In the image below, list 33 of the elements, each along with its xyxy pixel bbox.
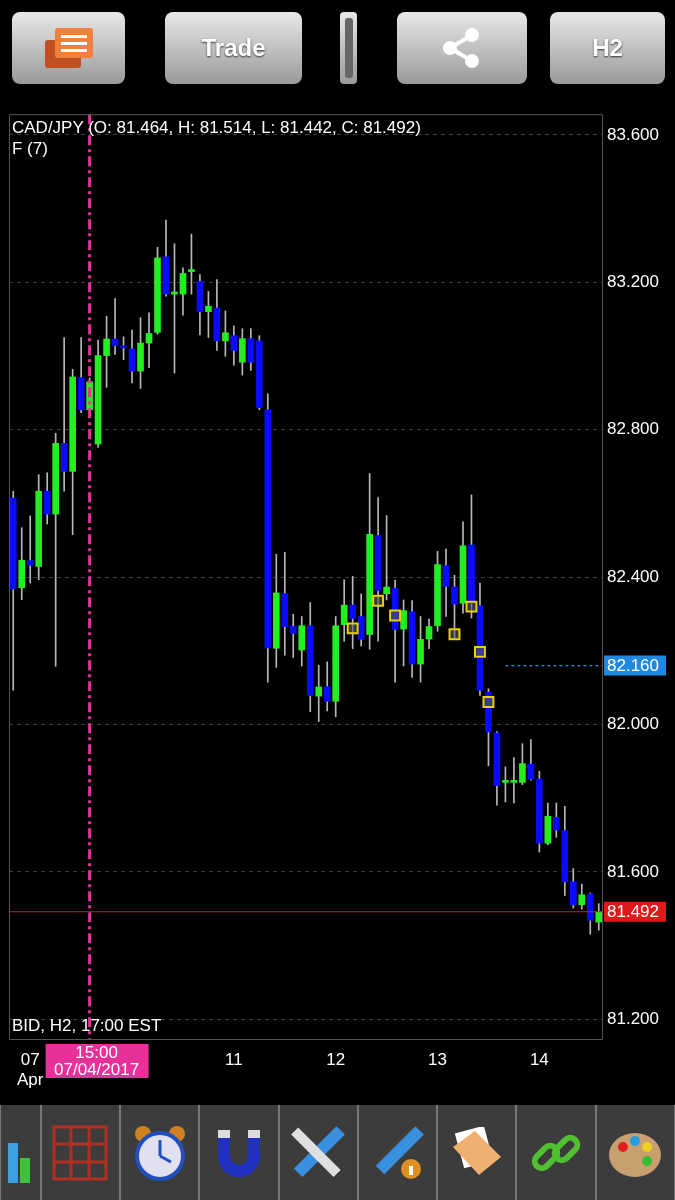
candlestick: [349, 576, 356, 649]
point: [474, 645, 486, 658]
text: H2: [550, 12, 665, 84]
ref-line-label: 81.492: [607, 902, 659, 922]
x-tick-label: 07 Apr: [16, 1049, 44, 1090]
x-tick-label: 14: [529, 1049, 549, 1069]
annotation: BID, H2, 17:00 EST: [12, 1015, 162, 1035]
y-tick-label: 83.200: [607, 271, 659, 291]
point: [346, 622, 359, 635]
candlestick: [315, 664, 323, 722]
candlestick: [60, 337, 68, 492]
y-tick-label: 82.400: [607, 566, 659, 586]
text: Trade: [165, 12, 302, 84]
candlestick: [510, 757, 518, 804]
chart-title: CAD/JPY (O: 81.464, H: 81.514, L: 81.442, C: 81.492): [12, 117, 421, 137]
point: [372, 594, 385, 607]
point: [448, 628, 461, 641]
y-tick-label: 81.600: [607, 861, 659, 881]
point: [389, 609, 402, 622]
annotation: F (7): [12, 138, 48, 158]
y-tick-label: 82.000: [607, 714, 659, 734]
x-tick-label: 13: [428, 1049, 447, 1069]
candlestick: [289, 613, 297, 658]
point: [465, 600, 478, 613]
y-tick-label: 83.600: [607, 124, 659, 144]
x-tick-label: 12: [326, 1049, 346, 1069]
x-tick-label: 11: [225, 1049, 243, 1069]
y-tick-label: 82.800: [607, 419, 659, 439]
candlestick: [26, 515, 34, 584]
point: [482, 696, 495, 708]
text: 15:00 07/04/2017: [54, 1042, 140, 1079]
ref-line-label: 82.160: [607, 656, 659, 676]
y-tick-label: 81.200: [607, 1009, 659, 1029]
